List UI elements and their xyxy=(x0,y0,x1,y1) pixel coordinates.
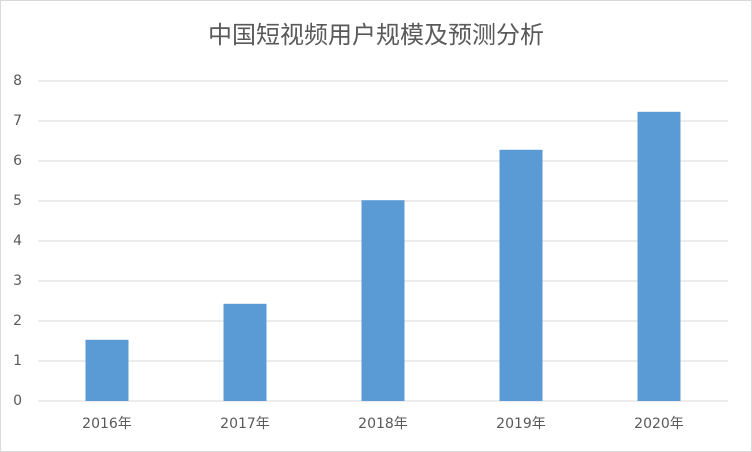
y-tick-label: 2 xyxy=(13,313,22,329)
x-tick-label: 2018年 xyxy=(358,416,408,432)
chart-title: 中国短视频用户规模及预测分析 xyxy=(208,21,544,49)
y-tick-label: 7 xyxy=(13,113,22,129)
bar xyxy=(361,200,405,401)
y-tick-label: 4 xyxy=(13,233,22,249)
x-tick-label: 2020年 xyxy=(634,416,684,432)
bar xyxy=(223,303,267,401)
x-tick-label: 2019年 xyxy=(496,416,546,432)
y-tick-label: 8 xyxy=(13,73,22,89)
y-tick-label: 1 xyxy=(13,353,22,369)
bar xyxy=(637,111,681,402)
y-tick-label: 6 xyxy=(13,153,22,169)
y-tick-label: 3 xyxy=(13,273,22,289)
y-tick-label: 5 xyxy=(13,193,22,209)
x-tick-label: 2017年 xyxy=(220,416,270,432)
y-tick-label: 0 xyxy=(13,393,22,409)
bar xyxy=(85,339,129,401)
x-tick-label: 2016年 xyxy=(82,416,132,432)
bar xyxy=(499,149,543,401)
